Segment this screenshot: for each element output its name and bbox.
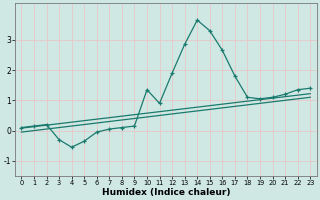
X-axis label: Humidex (Indice chaleur): Humidex (Indice chaleur) <box>101 188 230 197</box>
